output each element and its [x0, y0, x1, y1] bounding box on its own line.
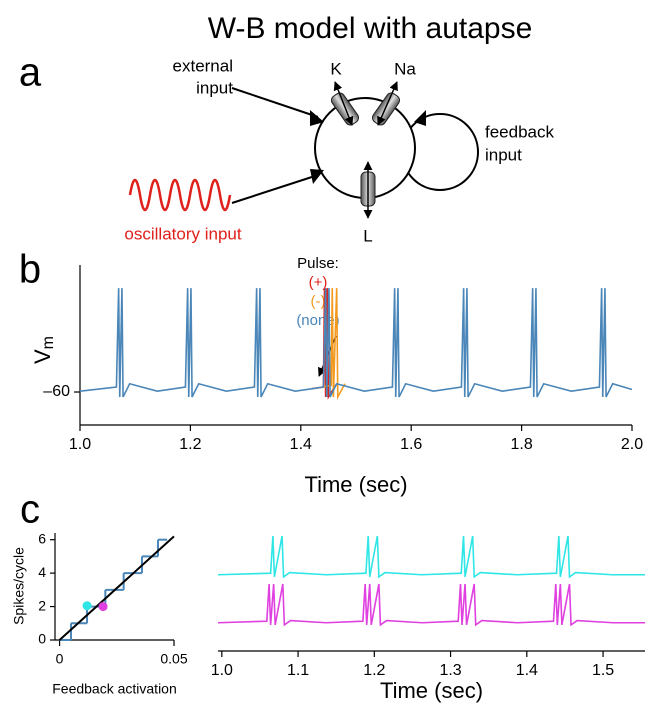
y-label-main: V	[30, 349, 55, 364]
y-tick-label: 2	[38, 597, 46, 613]
diagram-label: K	[330, 59, 342, 78]
trace	[217, 535, 645, 579]
x-tick-label: 1.8	[510, 436, 532, 453]
annotation: Pulse:	[297, 255, 339, 272]
input-line	[231, 174, 319, 204]
x-tick-label: 0.05	[160, 651, 187, 667]
diagram-label: oscillatory input	[124, 224, 241, 243]
y-axis-label: Vm	[30, 336, 57, 364]
x-tick-label: 1.1	[287, 662, 309, 679]
neuron-diagram: external input K Na L feedback input osc…	[124, 56, 554, 245]
legend-label: (-)	[311, 293, 326, 310]
fit-line	[58, 535, 175, 641]
trace	[217, 583, 645, 627]
x-axis-label: Time (sec)	[380, 678, 483, 703]
x-tick-label: 1.2	[363, 662, 385, 679]
y-tick-label: 0	[38, 631, 46, 647]
panel-label: a	[19, 51, 42, 95]
x-tick-label: 0	[56, 651, 64, 667]
input-line	[231, 87, 319, 118]
y-tick-label: 6	[38, 530, 46, 546]
x-axis-label: Time (sec)	[304, 472, 407, 497]
diagram-label: Na	[394, 59, 416, 78]
y-label-sub: m	[40, 336, 57, 349]
x-tick-label: 1.4	[516, 662, 538, 679]
y-tick-label: 4	[38, 564, 46, 580]
legend-label: (+)	[309, 274, 328, 291]
synapse	[310, 169, 324, 184]
x-tick-label: 1.0	[69, 436, 91, 453]
trace	[79, 288, 633, 398]
diagram-label: input	[196, 78, 233, 97]
flux-arrow	[333, 81, 354, 126]
y-tick-label: –60	[43, 383, 70, 400]
figure-title: W-B model with autapse	[208, 12, 533, 45]
x-tick-label: 1.5	[592, 662, 614, 679]
diagram-label: external	[173, 56, 233, 75]
trace	[317, 288, 346, 401]
x-tick-label: 1.6	[400, 436, 422, 453]
x-axis-label: Feedback activation	[52, 681, 177, 697]
x-tick-label: 1.0	[211, 662, 233, 679]
flux-arrow	[377, 81, 398, 126]
synapse	[414, 110, 426, 126]
diagram-label: input	[485, 145, 522, 164]
panel-label: c	[20, 488, 40, 532]
diagram-label: feedback	[485, 122, 554, 141]
synapse	[310, 110, 324, 126]
x-tick-label: 1.2	[179, 436, 201, 453]
point	[98, 602, 108, 612]
x-tick-label: 2.0	[621, 436, 643, 453]
oscillation-icon	[128, 178, 232, 212]
y-axis-label: Spikes/cycle	[11, 547, 27, 625]
diagram-label: L	[363, 226, 372, 245]
panel-label: b	[19, 248, 41, 292]
x-tick-label: 1.4	[290, 436, 312, 453]
point	[82, 601, 92, 611]
x-tick-label: 1.3	[439, 662, 461, 679]
